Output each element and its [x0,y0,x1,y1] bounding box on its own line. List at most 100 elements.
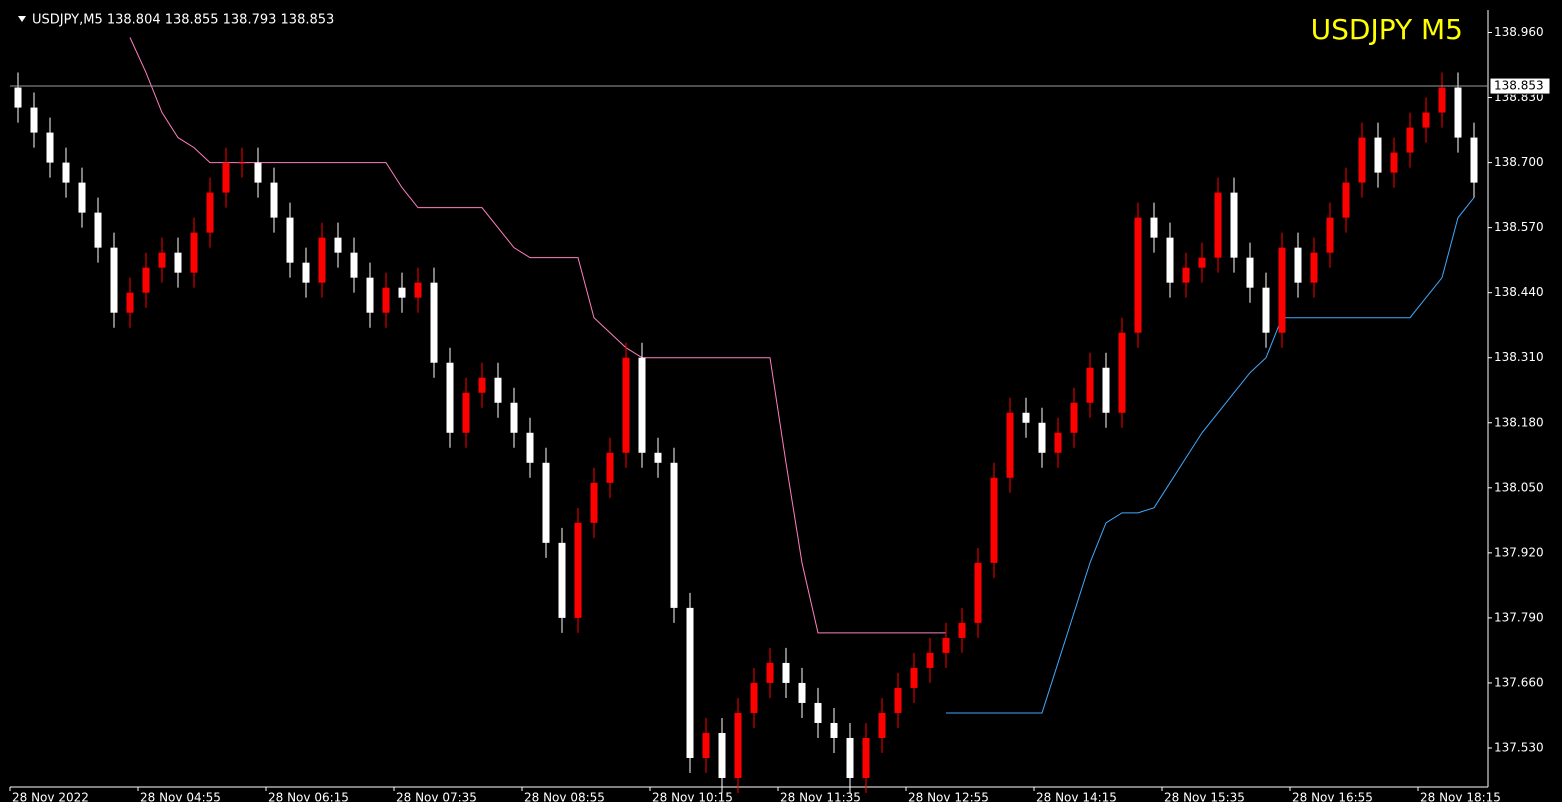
candle-body [1358,137,1366,183]
candle-body [30,107,38,133]
indicator-line [946,197,1475,714]
x-tick-label: 28 Nov 12:55 [908,791,989,802]
candle-body [1390,152,1398,173]
candle-body [1406,127,1414,153]
candle-body [334,237,342,253]
candle-body [1294,247,1302,283]
candle-body [158,252,166,268]
candle-body [1038,422,1046,453]
candle-body [62,162,70,183]
candle-body [494,377,502,403]
candle-body [190,232,198,273]
y-tick-label: 138.700 [1494,155,1544,169]
candle-body [526,432,534,463]
y-tick-label: 138.310 [1494,350,1544,364]
candle-body [766,662,774,683]
candle-body [814,702,822,723]
candle-body [974,562,982,623]
candle-body [1070,402,1078,433]
candle-body [94,212,102,248]
candle-body [46,132,54,163]
candle-body [174,252,182,273]
symbol-dropdown[interactable] [18,16,26,22]
candle-body [590,482,598,523]
candle-body [606,452,614,483]
candle-body [958,622,966,638]
y-tick-label: 138.960 [1494,25,1544,39]
candle-body [478,377,486,393]
candle-body [1006,412,1014,478]
candle-body [542,462,550,543]
candle-body [910,667,918,688]
candle-body [366,277,374,313]
candle-body [942,637,950,653]
candle-body [1310,252,1318,283]
candle-body [286,217,294,263]
candle-body [1454,87,1462,138]
candle-body [926,652,934,668]
candle-body [222,162,230,193]
current-price-label: 138.853 [1494,79,1544,93]
candle-body [446,362,454,433]
candle-body [1166,237,1174,283]
x-tick-label: 28 Nov 11:35 [780,791,861,802]
candle-body [1214,192,1222,258]
y-tick-label: 137.660 [1494,675,1544,689]
x-tick-label: 28 Nov 06:15 [268,791,349,802]
y-tick-label: 137.920 [1494,545,1544,559]
candle-body [686,607,694,758]
candle-body [238,162,246,164]
candle-body [382,287,390,313]
candle-body [782,662,790,683]
candle-body [302,262,310,283]
y-tick-label: 138.570 [1494,220,1544,234]
candle-body [1134,217,1142,333]
candle-body [558,542,566,618]
current-price-box [1489,77,1551,95]
candle-body [110,247,118,313]
candle-body [318,237,326,283]
watermark: USDJPY M5 [1311,13,1463,46]
candle-body [1182,267,1190,283]
y-tick-label: 138.440 [1494,285,1544,299]
y-tick-label: 138.180 [1494,415,1544,429]
candle-body [1150,217,1158,238]
candle-body [1374,137,1382,173]
candle-body [1230,192,1238,258]
x-tick-label: 28 Nov 14:15 [1036,791,1117,802]
candle-body [830,722,838,738]
candle-body [206,192,214,233]
candle-body [1054,432,1062,453]
candle-body [862,737,870,778]
candle-body [990,477,998,563]
candle-body [750,682,758,713]
indicator-line [129,37,946,634]
candle-body [622,357,630,453]
candle-body [654,452,662,463]
candle-body [798,682,806,703]
candle-body [846,737,854,778]
candle-body [1246,257,1254,288]
candle-body [702,732,710,758]
candle-body [1118,332,1126,413]
candle-body [414,282,422,298]
x-tick-label: 28 Nov 16:55 [1292,791,1373,802]
candle-body [270,182,278,218]
x-tick-label: 28 Nov 18:15 [1420,791,1501,802]
candle-body [1262,287,1270,333]
y-tick-label: 137.530 [1494,740,1544,754]
candle-body [1438,87,1446,113]
candle-body [350,252,358,278]
y-tick-label: 138.050 [1494,480,1544,494]
candle-body [1342,182,1350,218]
candle-body [254,162,262,183]
x-tick-label: 28 Nov 07:35 [396,791,477,802]
chart-title: USDJPY,M5 138.804 138.855 138.793 138.85… [32,13,334,28]
candle-body [126,292,134,313]
candle-body [734,712,742,778]
candle-body [142,267,150,293]
candle-body [1470,137,1478,183]
